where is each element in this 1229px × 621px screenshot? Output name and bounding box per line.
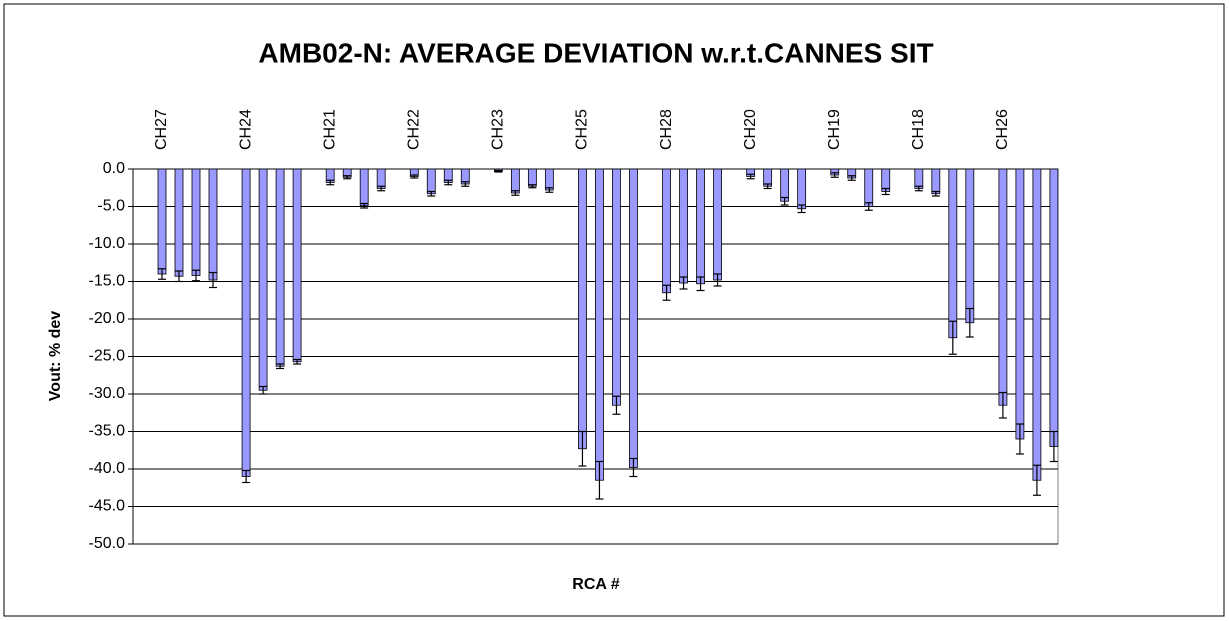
bar: [1015, 168, 1025, 440]
bar: [662, 168, 671, 294]
bar: [258, 168, 268, 391]
bar: [713, 168, 722, 281]
bar: [998, 168, 1008, 406]
bar: [157, 168, 167, 275]
y-tick-label: -40.0: [89, 460, 126, 477]
bar: [292, 168, 302, 363]
bar: [679, 168, 688, 284]
x-tick-label: CH26: [994, 109, 1011, 150]
y-tick-label: -5.0: [97, 198, 125, 215]
bar: [359, 168, 369, 207]
x-tick-label: CH18: [910, 109, 927, 150]
bar: [612, 168, 621, 406]
bar: [1032, 168, 1042, 481]
bar: [629, 168, 638, 468]
chart-title: AMB02-N: AVERAGE DEVIATION w.r.t.CANNES …: [258, 37, 933, 68]
x-tick-label: CH22: [405, 109, 422, 150]
bar: [241, 168, 251, 477]
bar: [948, 168, 958, 339]
y-tick-label: -20.0: [89, 310, 126, 327]
x-tick-label: CH19: [826, 109, 843, 150]
x-tick-label: CH24: [237, 109, 254, 150]
bar: [965, 168, 975, 324]
bar: [208, 168, 218, 281]
bar: [797, 168, 807, 210]
bar: [191, 168, 201, 276]
x-tick-label: CH23: [490, 109, 507, 150]
bar: [1049, 168, 1059, 447]
y-tick-label: -35.0: [89, 423, 126, 440]
x-tick-label: CH28: [658, 109, 675, 150]
y-tick-label: -10.0: [89, 235, 126, 252]
y-tick-label: 0.0: [103, 160, 125, 177]
bar: [914, 168, 924, 189]
y-tick-label: -50.0: [89, 535, 126, 552]
x-axis-title: RCA #: [572, 576, 620, 593]
y-tick-label: -25.0: [89, 348, 126, 365]
bar: [595, 168, 604, 481]
bar: [696, 168, 705, 285]
bar: [510, 168, 520, 194]
x-tick-label: CH25: [574, 109, 591, 150]
bar: [780, 168, 790, 202]
y-axis-title: Vout: % dev: [47, 311, 64, 401]
bar: [275, 168, 285, 367]
bar: [426, 168, 436, 195]
bar: [931, 168, 941, 195]
y-tick-label: -30.0: [89, 385, 126, 402]
bar: [376, 168, 386, 189]
x-tick-label: CH27: [153, 109, 170, 150]
bar: [578, 168, 587, 450]
x-tick-label: CH21: [321, 109, 338, 150]
y-tick-label: -15.0: [89, 273, 126, 290]
bar: [174, 168, 184, 277]
bar: [527, 168, 537, 187]
bar: [864, 168, 874, 207]
x-tick-label: CH20: [742, 109, 759, 150]
bar: [544, 168, 554, 191]
y-tick-label: -45.0: [89, 498, 126, 515]
